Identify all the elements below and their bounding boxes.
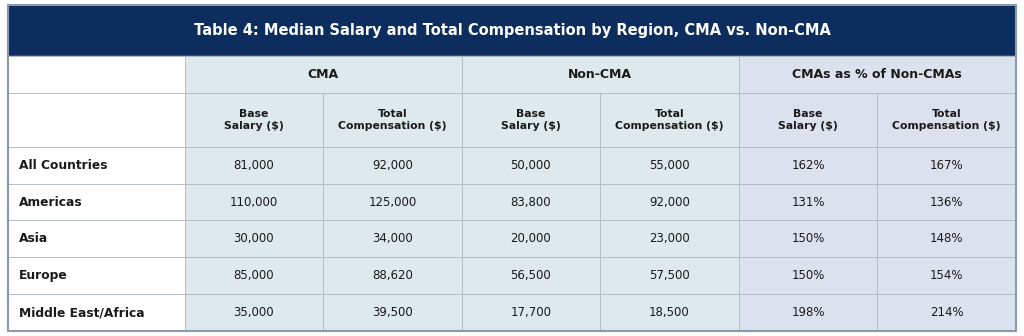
Bar bbox=[8, 55, 184, 93]
Text: Asia: Asia bbox=[18, 233, 48, 245]
Bar bbox=[184, 147, 324, 184]
Bar bbox=[8, 93, 184, 147]
Text: 148%: 148% bbox=[930, 233, 964, 245]
Bar bbox=[184, 220, 324, 257]
Bar bbox=[738, 55, 1016, 93]
Text: 150%: 150% bbox=[792, 269, 824, 282]
Bar bbox=[600, 220, 738, 257]
Bar bbox=[600, 147, 738, 184]
Text: Base
Salary ($): Base Salary ($) bbox=[778, 109, 838, 131]
Text: 131%: 131% bbox=[792, 196, 824, 209]
Bar bbox=[462, 257, 600, 294]
Bar bbox=[184, 55, 462, 93]
Bar bbox=[738, 93, 878, 147]
Text: 125,000: 125,000 bbox=[369, 196, 417, 209]
Text: 50,000: 50,000 bbox=[511, 159, 551, 172]
Bar bbox=[8, 257, 184, 294]
Bar bbox=[878, 93, 1016, 147]
Text: 167%: 167% bbox=[930, 159, 964, 172]
Bar bbox=[878, 147, 1016, 184]
Text: 85,000: 85,000 bbox=[233, 269, 274, 282]
Text: 136%: 136% bbox=[930, 196, 964, 209]
Text: Total
Compensation ($): Total Compensation ($) bbox=[338, 109, 446, 131]
Text: Total
Compensation ($): Total Compensation ($) bbox=[892, 109, 1000, 131]
Text: 17,700: 17,700 bbox=[510, 306, 551, 319]
Bar bbox=[8, 184, 184, 220]
Text: Total
Compensation ($): Total Compensation ($) bbox=[615, 109, 724, 131]
Bar bbox=[324, 220, 462, 257]
Bar bbox=[462, 147, 600, 184]
Text: 92,000: 92,000 bbox=[372, 159, 413, 172]
Text: 35,000: 35,000 bbox=[233, 306, 274, 319]
Text: Middle East/Africa: Middle East/Africa bbox=[18, 306, 144, 319]
Text: 30,000: 30,000 bbox=[233, 233, 274, 245]
Text: 88,620: 88,620 bbox=[372, 269, 413, 282]
Text: 83,800: 83,800 bbox=[511, 196, 551, 209]
Text: Americas: Americas bbox=[18, 196, 82, 209]
Bar bbox=[8, 294, 184, 331]
Bar bbox=[324, 147, 462, 184]
Bar bbox=[878, 220, 1016, 257]
Bar bbox=[462, 220, 600, 257]
Text: 214%: 214% bbox=[930, 306, 964, 319]
Text: 23,000: 23,000 bbox=[649, 233, 690, 245]
Text: CMAs as % of Non-CMAs: CMAs as % of Non-CMAs bbox=[793, 68, 963, 81]
Bar bbox=[878, 294, 1016, 331]
Text: 110,000: 110,000 bbox=[229, 196, 278, 209]
Bar bbox=[184, 184, 324, 220]
Bar bbox=[600, 294, 738, 331]
Bar bbox=[878, 257, 1016, 294]
Bar bbox=[324, 294, 462, 331]
Bar bbox=[462, 184, 600, 220]
Bar bbox=[462, 55, 738, 93]
Text: CMA: CMA bbox=[307, 68, 339, 81]
Text: 150%: 150% bbox=[792, 233, 824, 245]
Text: 18,500: 18,500 bbox=[649, 306, 690, 319]
Bar bbox=[8, 5, 1016, 55]
Bar bbox=[184, 257, 324, 294]
Text: 162%: 162% bbox=[792, 159, 824, 172]
Bar bbox=[462, 93, 600, 147]
Text: All Countries: All Countries bbox=[18, 159, 108, 172]
Bar bbox=[8, 147, 184, 184]
Text: 56,500: 56,500 bbox=[511, 269, 551, 282]
Text: Europe: Europe bbox=[18, 269, 68, 282]
Bar bbox=[878, 184, 1016, 220]
Text: 81,000: 81,000 bbox=[233, 159, 274, 172]
Text: 55,000: 55,000 bbox=[649, 159, 690, 172]
Bar bbox=[738, 257, 878, 294]
Bar bbox=[738, 220, 878, 257]
Bar bbox=[600, 93, 738, 147]
Text: 92,000: 92,000 bbox=[649, 196, 690, 209]
Bar bbox=[184, 294, 324, 331]
Text: Table 4: Median Salary and Total Compensation by Region, CMA vs. Non-CMA: Table 4: Median Salary and Total Compens… bbox=[194, 23, 830, 38]
Text: 20,000: 20,000 bbox=[511, 233, 551, 245]
Bar bbox=[738, 147, 878, 184]
Bar bbox=[324, 257, 462, 294]
Bar bbox=[600, 184, 738, 220]
Text: 34,000: 34,000 bbox=[372, 233, 413, 245]
Text: 39,500: 39,500 bbox=[372, 306, 413, 319]
Bar bbox=[324, 184, 462, 220]
Bar bbox=[184, 93, 324, 147]
Text: Base
Salary ($): Base Salary ($) bbox=[501, 109, 561, 131]
Bar bbox=[8, 220, 184, 257]
Text: 57,500: 57,500 bbox=[649, 269, 690, 282]
Bar bbox=[462, 294, 600, 331]
Bar bbox=[600, 257, 738, 294]
Text: Non-CMA: Non-CMA bbox=[568, 68, 632, 81]
Text: Base
Salary ($): Base Salary ($) bbox=[224, 109, 284, 131]
Bar bbox=[324, 93, 462, 147]
Text: 154%: 154% bbox=[930, 269, 964, 282]
Bar bbox=[738, 184, 878, 220]
Text: 198%: 198% bbox=[792, 306, 824, 319]
Bar bbox=[738, 294, 878, 331]
